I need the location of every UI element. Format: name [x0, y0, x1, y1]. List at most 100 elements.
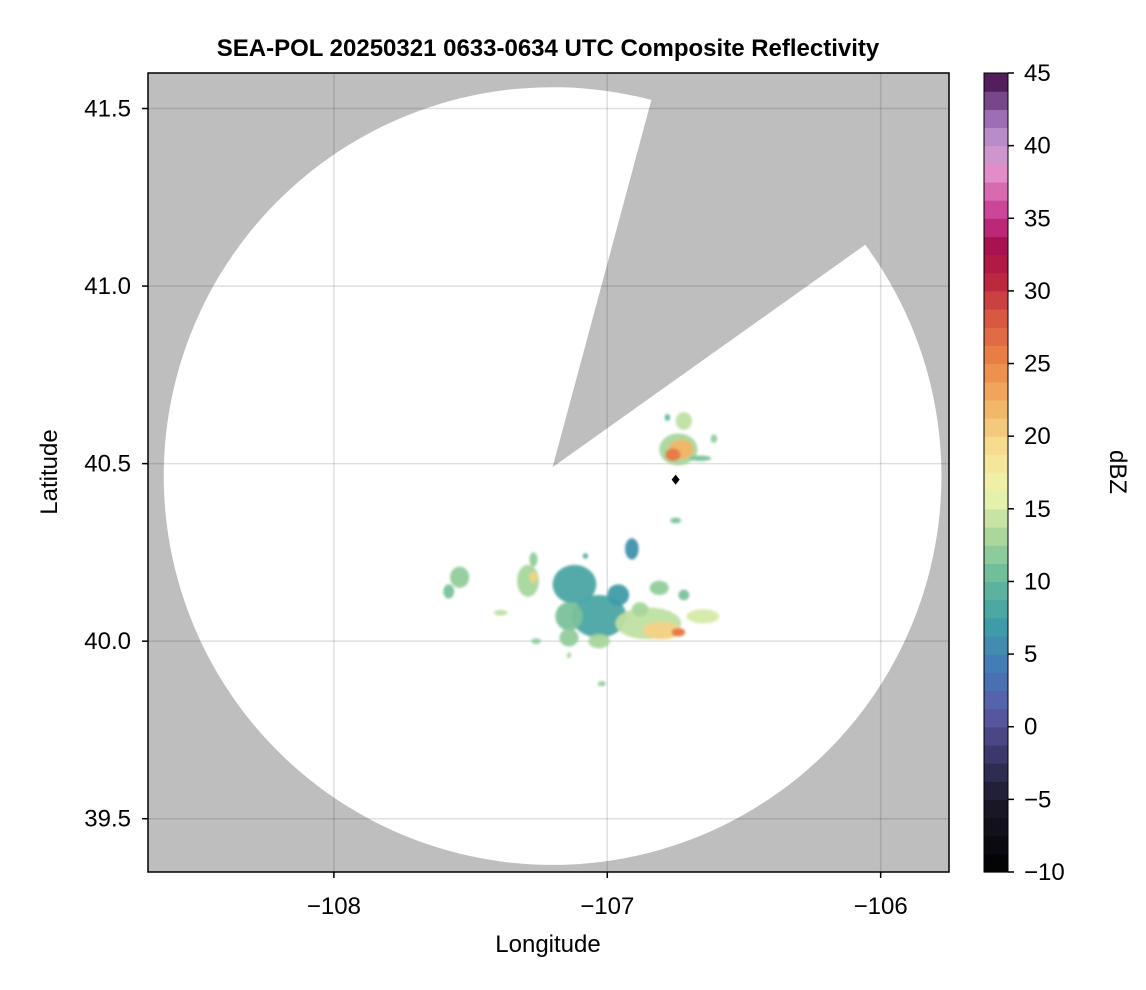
colorbar-swatch	[984, 654, 1008, 673]
colorbar-swatch	[984, 454, 1008, 474]
echo-cell	[642, 621, 682, 640]
echo-cell	[710, 434, 718, 444]
colorbar-swatch	[984, 418, 1008, 437]
colorbar-tick-label: −5	[1024, 786, 1051, 813]
colorbar-swatch	[984, 254, 1008, 274]
colorbar-swatch	[984, 635, 1008, 655]
colorbar-tick-label: 40	[1024, 133, 1051, 160]
y-tick-label: 39.5	[84, 806, 131, 833]
echo-cell	[664, 413, 671, 422]
colorbar-swatch	[984, 218, 1008, 238]
echo-cell	[555, 602, 583, 631]
echo-cell	[571, 595, 627, 638]
colorbar-swatch	[984, 708, 1008, 728]
colorbar-swatch	[984, 508, 1008, 528]
colorbar-swatch	[984, 763, 1008, 782]
echo-cell	[671, 628, 686, 637]
echo-cell	[631, 602, 649, 617]
colorbar-swatch	[984, 145, 1008, 165]
colorbar-swatch	[984, 309, 1008, 328]
colorbar-swatch	[984, 91, 1008, 110]
plot-area	[148, 73, 949, 872]
echo-cell	[566, 652, 572, 659]
y-axis: 39.5 40.0 40.5 41.0 41.5	[84, 96, 148, 833]
colorbar-swatch	[984, 526, 1008, 546]
colorbar-swatch	[984, 272, 1008, 292]
colorbar-swatch	[984, 181, 1008, 201]
colorbar-swatch	[984, 545, 1008, 564]
colorbar-ticks: −10 −5 0 5 10 15 20 25 30 35 40 45	[1008, 60, 1065, 886]
colorbar-label: dBZ	[1104, 450, 1131, 494]
colorbar-swatch	[984, 327, 1008, 346]
colorbar-swatch	[984, 690, 1008, 710]
colorbar-swatch	[984, 490, 1008, 510]
x-axis-label: Longitude	[495, 931, 600, 958]
colorbar-swatch	[984, 290, 1008, 310]
echo-cell	[689, 455, 712, 462]
colorbar-swatch	[984, 73, 1008, 92]
colorbar-swatch	[984, 399, 1008, 419]
colorbar-swatch	[984, 672, 1008, 692]
colorbar-tick-label: 5	[1024, 641, 1037, 668]
y-tick-label: 40.5	[84, 451, 131, 478]
radar-site-marker	[671, 474, 680, 485]
echo-cell	[531, 638, 542, 645]
colorbar-tick-label: −10	[1024, 859, 1065, 886]
y-tick-label: 40.0	[84, 628, 131, 655]
echo-cell	[678, 589, 690, 601]
colorbar-tick-label: 0	[1024, 714, 1037, 741]
colorbar-tick-label: 10	[1024, 568, 1051, 595]
y-tick-label: 41.0	[84, 273, 131, 300]
x-axis: −108 −107 −106	[307, 872, 908, 920]
colorbar-swatch	[984, 200, 1008, 219]
plot-frame	[147, 72, 950, 873]
colorbar-swatch	[984, 817, 1008, 837]
grid-lines	[148, 73, 949, 872]
echo-cell	[665, 448, 681, 462]
echo-cell	[686, 609, 720, 624]
colorbar-swatch	[984, 381, 1008, 401]
colorbar-swatch	[984, 799, 1008, 819]
colorbar-swatch	[984, 436, 1008, 455]
echo-cell	[607, 584, 630, 606]
reflectivity-echoes	[443, 412, 720, 687]
colorbar-frame	[983, 72, 1009, 873]
colorbar-swatch	[984, 617, 1008, 637]
y-axis-label: Latitude	[36, 429, 63, 514]
colorbar-swatch	[984, 472, 1008, 492]
colorbar-swatch	[984, 581, 1008, 601]
radar-coverage-area	[163, 87, 942, 865]
colorbar-swatch	[984, 109, 1008, 129]
echo-cell	[443, 584, 455, 599]
echo-cell	[582, 553, 589, 559]
echo-cell	[597, 681, 606, 687]
colorbar-swatch	[984, 563, 1008, 583]
colorbar-swatch	[984, 345, 1008, 365]
echo-cell	[493, 609, 508, 616]
colorbar-swatch	[984, 236, 1008, 256]
echo-cell	[552, 564, 597, 604]
x-tick-label: −108	[307, 893, 361, 920]
colorbar-swatch	[984, 744, 1008, 764]
echo-cell	[450, 566, 470, 588]
chart-title: SEA-POL 20250321 0633-0634 UTC Composite…	[217, 35, 880, 62]
echo-cell	[625, 538, 639, 560]
colorbar-swatch	[984, 363, 1008, 383]
colorbar-swatch	[984, 835, 1008, 855]
colorbar-tick-label: 15	[1024, 496, 1051, 523]
colorbar-tick-label: 20	[1024, 423, 1051, 450]
colorbar-tick-label: 45	[1024, 60, 1051, 87]
echo-cell	[529, 571, 538, 583]
echo-cell	[588, 634, 611, 649]
colorbar-swatch	[984, 781, 1008, 800]
colorbar-swatch	[984, 726, 1008, 746]
colorbar-tick-label: 35	[1024, 205, 1051, 232]
colorbar-swatch	[984, 599, 1008, 619]
colorbar-swatch	[984, 163, 1008, 183]
echo-cell	[649, 580, 669, 596]
echo-cell	[675, 412, 693, 430]
x-tick-label: −106	[854, 893, 908, 920]
colorbar	[983, 72, 1009, 873]
colorbar-tick-label: 30	[1024, 278, 1051, 305]
